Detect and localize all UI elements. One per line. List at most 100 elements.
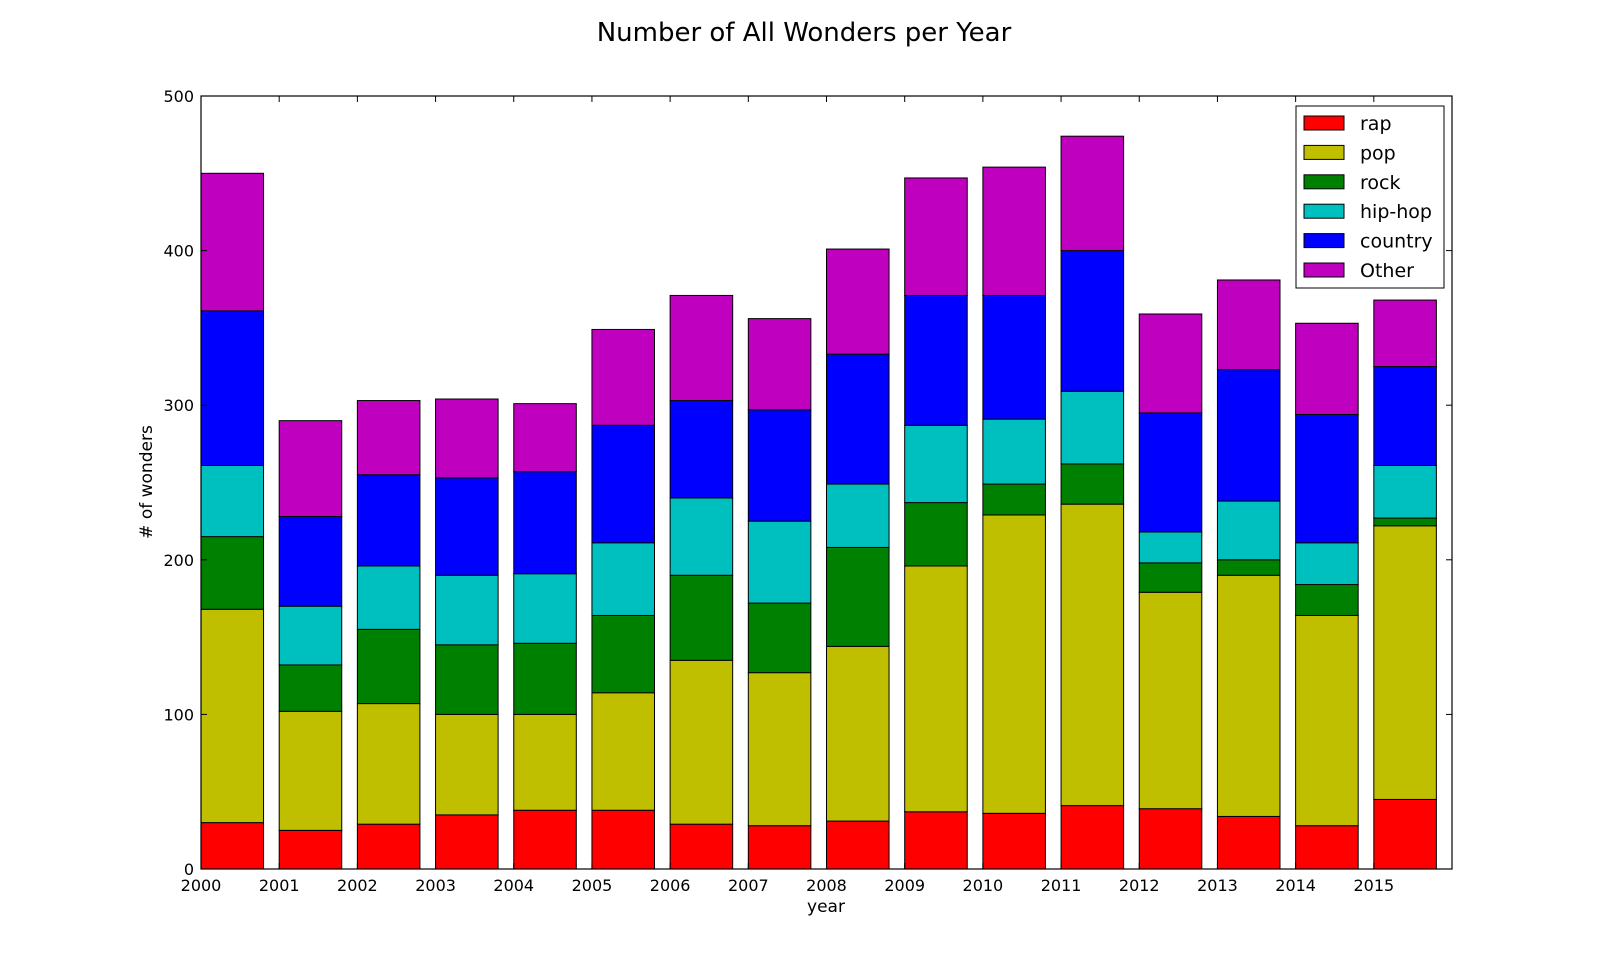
legend-label-rock: rock — [1360, 172, 1400, 194]
bar-country-2005 — [591, 424, 655, 544]
bar-hip-hop-2007 — [747, 520, 812, 604]
x-axis-label: year — [807, 897, 845, 917]
legend-label-Other: Other — [1360, 260, 1414, 282]
ticks-group: 0 100 200 300 400 500 2000 2001 2002 2003 2004 2005… — [163, 87, 1452, 895]
bar-country-2008 — [826, 353, 890, 485]
bar-rock-2015 — [1373, 517, 1437, 527]
bar-pop-2002 — [356, 703, 421, 825]
bar-hip-hop-2009 — [904, 424, 968, 504]
y-tick-label: 300 — [163, 396, 194, 415]
legend-box — [1295, 105, 1445, 289]
legend-label-rap: rap — [1360, 113, 1392, 135]
bar-rap-2013 — [1216, 815, 1281, 870]
x-tick-label: 2000 — [181, 876, 222, 895]
x-tick-label: 2011 — [1041, 876, 1082, 895]
bar-hip-hop-2011 — [1060, 390, 1125, 465]
bar-Other-2005 — [591, 328, 655, 426]
bar-country-2001 — [278, 516, 343, 607]
bar-pop-2015 — [1373, 525, 1437, 800]
x-tick-label: 2010 — [963, 876, 1004, 895]
legend-label-hip-hop: hip-hop — [1360, 201, 1432, 223]
bar-hip-hop-2001 — [278, 605, 343, 666]
legend-swatch-hip-hop — [1303, 203, 1345, 219]
bar-Other-2014 — [1295, 322, 1359, 415]
bar-country-2010 — [982, 294, 1046, 420]
bar-Other-2007 — [747, 318, 812, 411]
legend-label-pop: pop — [1360, 142, 1396, 164]
bar-rock-2003 — [435, 644, 499, 715]
bar-rock-2014 — [1295, 584, 1359, 616]
bar-country-2014 — [1295, 413, 1359, 544]
bar-rap-2009 — [904, 811, 968, 870]
bar-pop-2012 — [1138, 591, 1203, 810]
y-tick-label: 400 — [163, 242, 194, 261]
bar-Other-2011 — [1060, 135, 1125, 252]
bar-rap-2010 — [982, 812, 1046, 870]
bar-hip-hop-2006 — [669, 497, 734, 576]
y-axis-label: # of wonders — [137, 425, 157, 539]
bars-group — [200, 135, 1437, 870]
bar-rap-2006 — [669, 823, 734, 870]
legend: rap pop rock hip-hop country Other — [1295, 105, 1445, 289]
bar-rock-2012 — [1138, 562, 1203, 593]
bar-hip-hop-2013 — [1216, 500, 1281, 561]
bar-rock-2006 — [669, 574, 734, 661]
bar-rap-2001 — [278, 829, 343, 870]
bar-Other-2009 — [904, 177, 968, 296]
bar-rock-2005 — [591, 614, 655, 694]
y-tick-label: 500 — [163, 87, 194, 106]
x-tick-label: 2014 — [1275, 876, 1316, 895]
bar-hip-hop-2012 — [1138, 531, 1203, 564]
bar-country-2011 — [1060, 250, 1125, 392]
legend-swatch-rock — [1303, 174, 1345, 190]
x-tick-label: 2005 — [572, 876, 613, 895]
bar-rap-2014 — [1295, 825, 1359, 870]
bar-country-2006 — [669, 400, 734, 499]
bar-rock-2011 — [1060, 463, 1125, 505]
bar-country-2004 — [513, 471, 577, 575]
bar-hip-hop-2000 — [200, 464, 265, 538]
bar-pop-2009 — [904, 565, 968, 813]
y-tick-label: 0 — [184, 860, 194, 879]
bar-Other-2006 — [669, 294, 734, 402]
bar-hip-hop-2014 — [1295, 542, 1359, 586]
x-tick-label: 2006 — [650, 876, 691, 895]
bar-hip-hop-2005 — [591, 542, 655, 616]
legend-swatch-pop — [1303, 144, 1345, 160]
bar-rock-2000 — [200, 536, 265, 610]
bar-pop-2005 — [591, 692, 655, 811]
bar-Other-2000 — [200, 172, 265, 312]
bar-hip-hop-2003 — [435, 574, 499, 646]
x-tick-label: 2007 — [728, 876, 769, 895]
legend-swatch-Other — [1303, 262, 1345, 278]
bar-pop-2010 — [982, 514, 1046, 814]
x-tick-label: 2002 — [337, 876, 378, 895]
bar-pop-2007 — [747, 672, 812, 827]
bar-rock-2013 — [1216, 559, 1281, 576]
bar-country-2013 — [1216, 369, 1281, 502]
bar-Other-2003 — [435, 398, 499, 479]
bar-country-2003 — [435, 477, 499, 576]
bar-Other-2004 — [513, 403, 577, 473]
bar-rap-2005 — [591, 809, 655, 870]
bar-Other-2002 — [356, 400, 421, 476]
bar-hip-hop-2004 — [513, 573, 577, 644]
bar-pop-2008 — [826, 645, 890, 822]
bar-country-2002 — [356, 474, 421, 567]
bar-rock-2008 — [826, 546, 890, 647]
bar-pop-2013 — [1216, 574, 1281, 817]
bar-hip-hop-2008 — [826, 483, 890, 548]
bar-hip-hop-2015 — [1373, 464, 1437, 519]
x-tick-label: 2003 — [415, 876, 456, 895]
bar-rock-2001 — [278, 664, 343, 712]
bar-country-2007 — [747, 409, 812, 522]
chart-title: Number of All Wonders per Year — [597, 18, 1012, 48]
bar-hip-hop-2002 — [356, 565, 421, 630]
bar-country-2009 — [904, 294, 968, 426]
bar-rap-2004 — [513, 809, 577, 870]
bar-rap-2007 — [747, 825, 812, 870]
y-tick-label: 200 — [163, 551, 194, 570]
bar-Other-2010 — [982, 166, 1046, 296]
x-tick-label: 2009 — [884, 876, 925, 895]
bar-Other-2013 — [1216, 279, 1281, 371]
